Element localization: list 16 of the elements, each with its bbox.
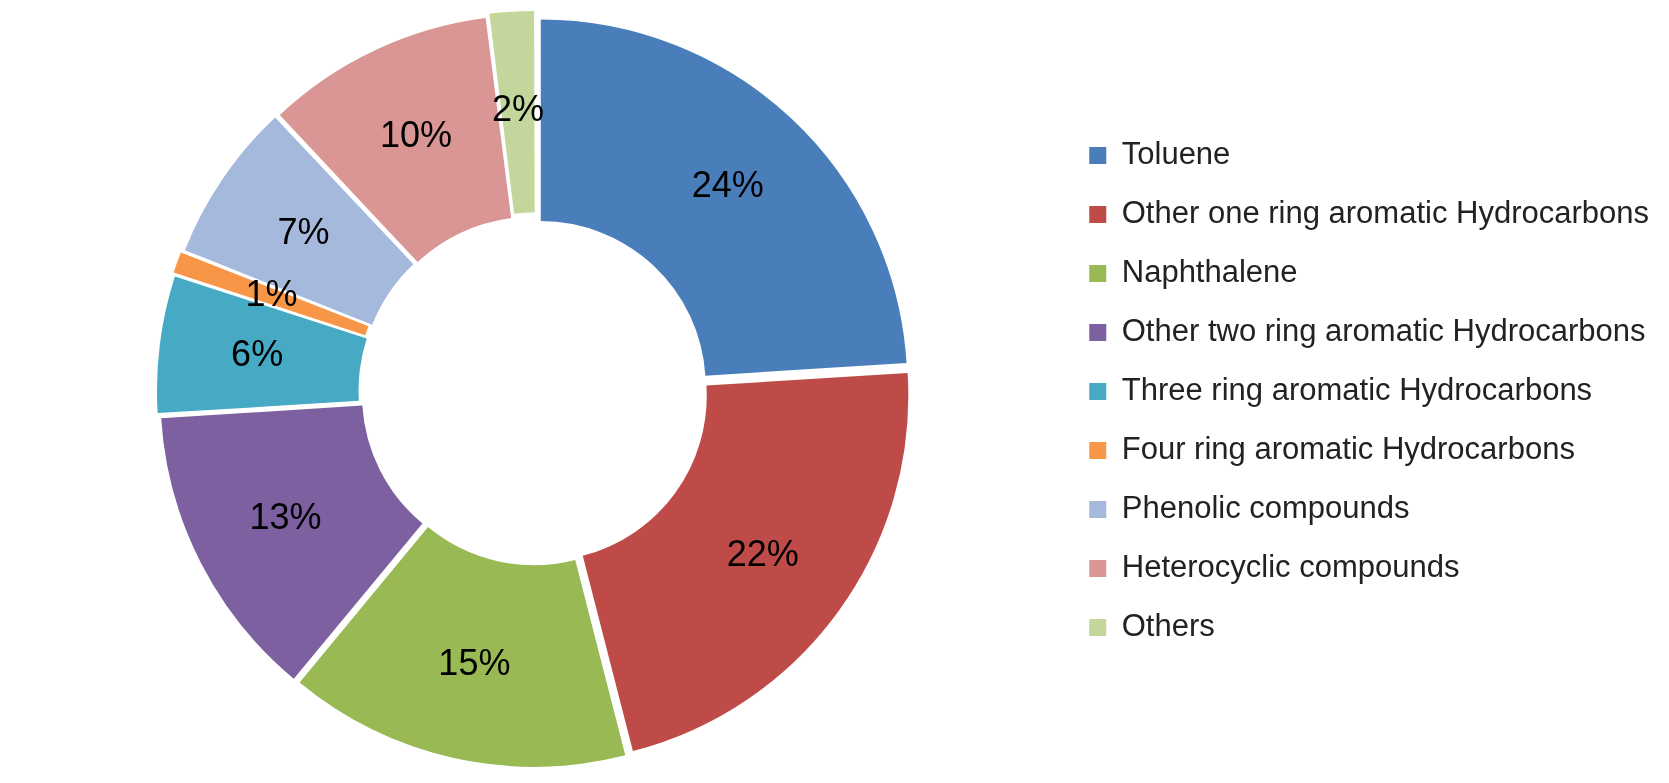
legend-label: Phenolic compounds	[1121, 490, 1410, 526]
data-label: 6%	[231, 333, 284, 375]
legend-label: Three ring aromatic Hydrocarbons	[1121, 372, 1593, 408]
legend-label: Others	[1121, 608, 1215, 644]
data-label: 13%	[249, 495, 322, 537]
data-label: 10%	[380, 114, 453, 156]
data-label: 24%	[691, 163, 764, 205]
data-label: 15%	[438, 642, 511, 684]
legend-label: Four ring aromatic Hydrocarbons	[1121, 431, 1575, 467]
legend-label: Other two ring aromatic Hydrocarbons	[1121, 313, 1646, 349]
legend-label: Other one ring aromatic Hydrocarbons	[1121, 195, 1650, 231]
legend-label: Heterocyclic compounds	[1121, 549, 1460, 585]
legend-label: Naphthalene	[1121, 254, 1298, 290]
data-label: 22%	[726, 533, 799, 575]
legend-label: Toluene	[1121, 136, 1231, 172]
data-label: 7%	[277, 210, 330, 252]
